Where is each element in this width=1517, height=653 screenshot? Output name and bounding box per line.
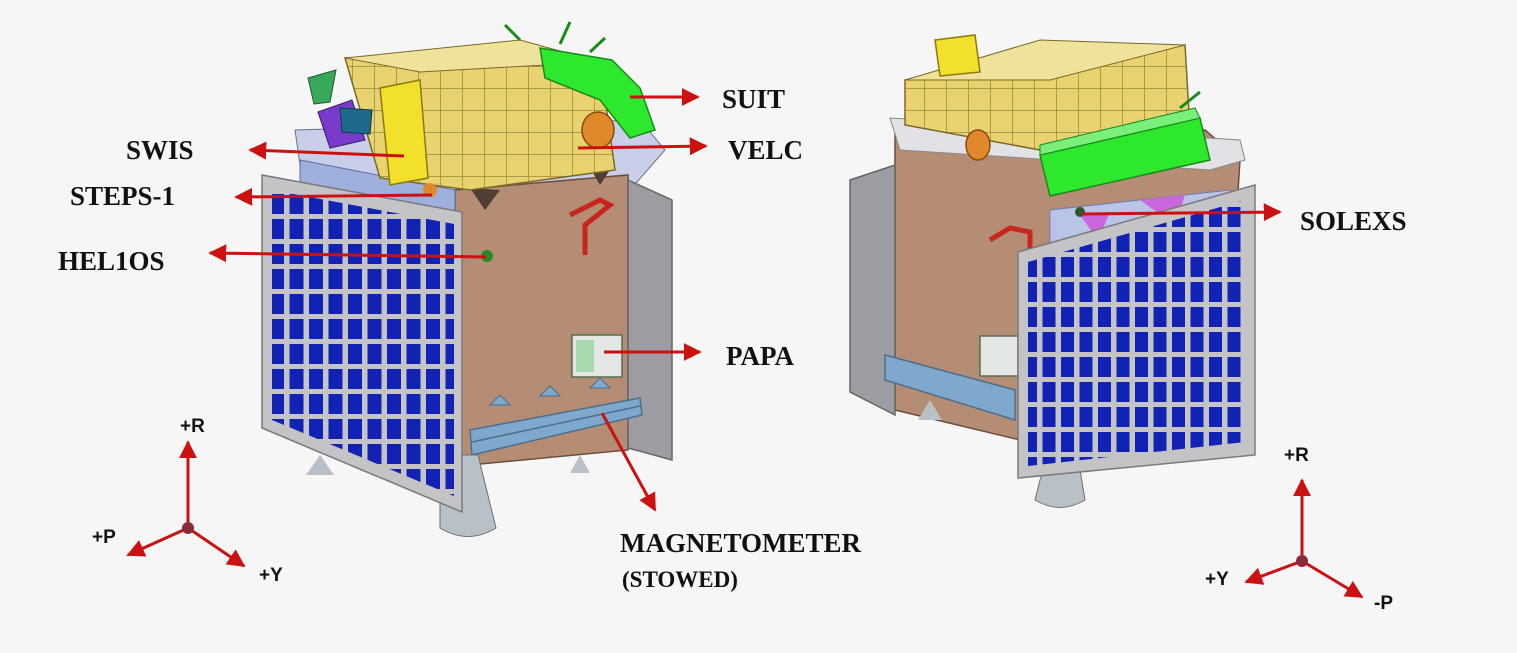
right-axis-triad [1244, 478, 1364, 599]
helios-arrow [208, 244, 487, 263]
right-axis-y-label: +Y [1205, 569, 1229, 590]
swis-instrument [379, 79, 429, 186]
right-axis-r-label: +R [1284, 445, 1309, 466]
label-steps1: STEPS-1 [70, 181, 176, 211]
leader-arrows [208, 88, 1282, 512]
left-side-panel [627, 178, 673, 461]
label-suit: SUIT [722, 84, 786, 114]
label-magnetometer: MAGNETOMETER [620, 528, 862, 558]
suit-instrument [539, 47, 656, 139]
label-solexs: SOLEXS [1300, 206, 1407, 236]
left-axis-triad [126, 440, 246, 568]
magnetometer-arrow [600, 412, 657, 512]
left-axis-y-label: +Y [259, 565, 283, 586]
swis-arrow [248, 141, 405, 160]
label-helios: HEL1OS [58, 246, 165, 276]
right-side-panel [849, 163, 896, 417]
magnetometer-boom [469, 397, 643, 456]
left-axis-r-label: +R [180, 416, 205, 437]
label-swis: SWIS [126, 135, 194, 165]
label-papa: PAPA [726, 341, 794, 371]
velc-arrow [577, 137, 708, 156]
steps1-arrow [234, 187, 433, 206]
label-stowed: (STOWED) [622, 567, 738, 592]
left-spacecraft [261, 21, 673, 537]
solexs-arrow [1081, 203, 1282, 222]
label-velc: VELC [728, 135, 804, 165]
right-axis-p-label: -P [1374, 593, 1393, 614]
right-spacecraft [849, 34, 1256, 508]
left-axis-p-label: +P [92, 527, 116, 548]
